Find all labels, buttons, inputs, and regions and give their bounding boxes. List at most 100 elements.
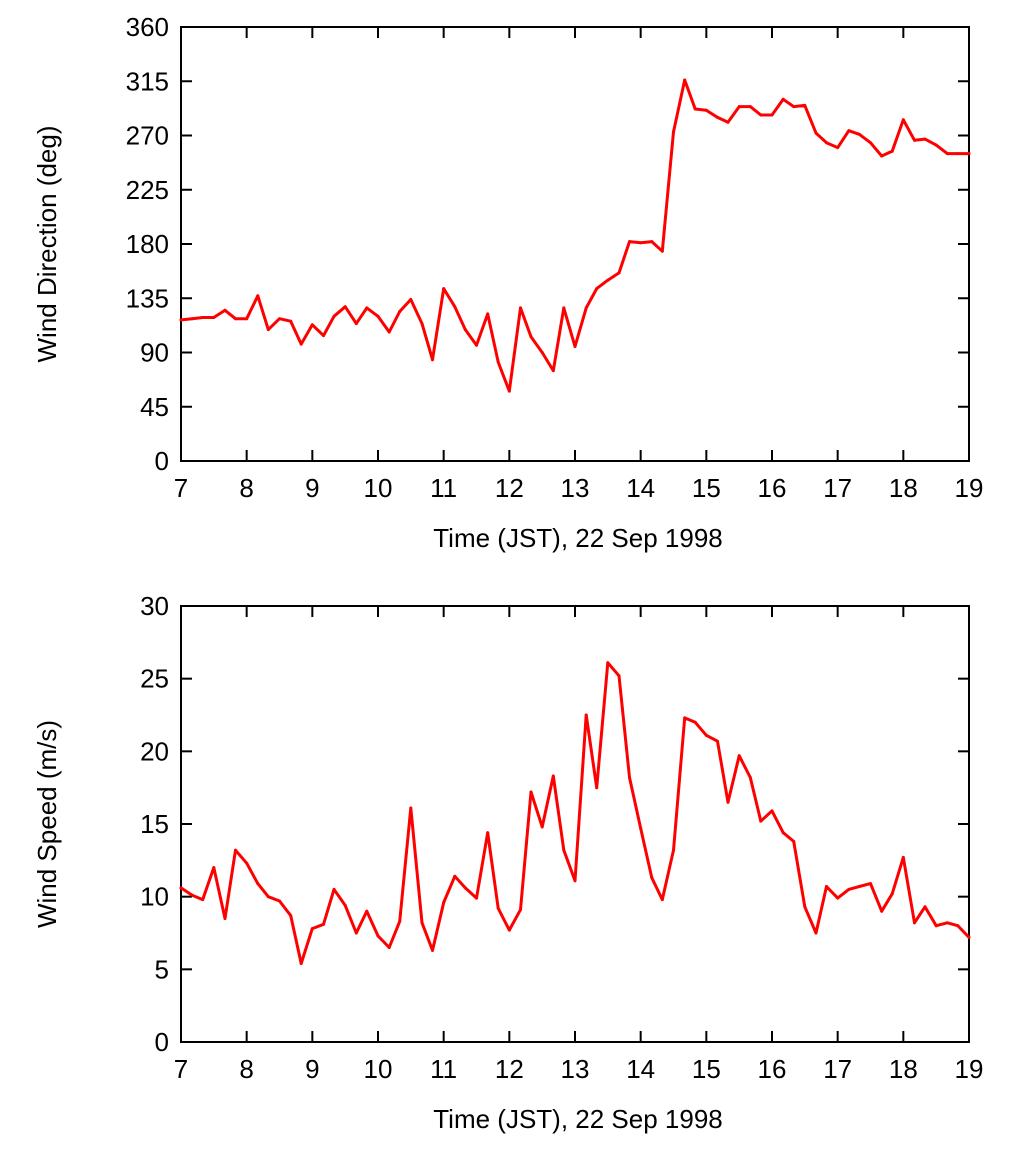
wind-speed-data-point	[650, 876, 654, 880]
wind-direction-data-point	[442, 287, 446, 291]
wind-speed-data-point	[322, 922, 325, 926]
x-tick-label: 18	[889, 473, 918, 503]
wind-speed-data-point	[354, 931, 358, 935]
wind-speed-data-point	[278, 899, 281, 903]
wind-speed-data-point	[420, 921, 424, 925]
wind-direction-data-point	[387, 330, 391, 334]
wind-direction-data-point	[628, 240, 631, 244]
y-tick-label: 90	[140, 338, 169, 368]
wind-direction-data-point	[857, 132, 861, 136]
x-tick-label: 16	[758, 473, 787, 503]
wind-speed-data-point	[179, 886, 183, 890]
wind-speed-data-point	[256, 882, 260, 886]
x-tick-label: 15	[692, 473, 721, 503]
x-tick-label: 13	[561, 473, 590, 503]
wind-direction-data-point	[770, 113, 774, 117]
wind-speed-data-point	[934, 924, 938, 928]
wind-direction-data-point	[310, 323, 314, 327]
wind-direction-data-point	[475, 343, 478, 347]
x-tick-label: 19	[955, 473, 984, 503]
wind-direction-data-point	[463, 328, 467, 332]
wind-direction-data-point	[836, 146, 840, 150]
wind-direction-data-point	[814, 131, 818, 135]
wind-direction-data-point	[562, 306, 566, 310]
y-tick-label: 30	[140, 591, 169, 621]
wind-direction-data-point	[322, 334, 325, 338]
wind-speed-data-point	[223, 917, 227, 920]
wind-speed-data-point	[617, 674, 621, 678]
wind-direction-data-point	[245, 317, 249, 321]
wind-direction-data-point	[496, 360, 500, 364]
wind-speed-data-point	[234, 848, 237, 852]
wind-speed-data-point	[409, 806, 413, 810]
wind-speed-data-point	[398, 919, 402, 923]
wind-speed-data-point	[463, 886, 467, 890]
x-axis-label: Time (JST), 22 Sep 1998	[433, 1104, 723, 1134]
wind-speed-data-point	[562, 848, 566, 852]
wind-speed-data-point	[540, 825, 544, 829]
wind-direction-data-point	[365, 306, 369, 310]
wind-speed-data-point	[726, 800, 730, 804]
wind-direction-data-point	[945, 152, 949, 156]
wind-direction-data-point	[617, 271, 621, 275]
wind-direction-data-point	[934, 143, 938, 147]
wind-speed-data-point	[310, 927, 314, 931]
wind-speed-data-point	[573, 879, 577, 883]
y-tick-label: 270	[126, 121, 169, 151]
wind-speed-data-point	[803, 905, 807, 909]
wind-speed-data-point	[584, 713, 588, 717]
wind-direction-data-point	[278, 317, 281, 321]
wind-speed-data-point	[737, 754, 741, 758]
y-tick-label: 135	[126, 283, 169, 313]
x-tick-label: 13	[561, 1054, 590, 1084]
wind-speed-data-point	[365, 909, 369, 913]
wind-direction-data-point	[289, 319, 293, 323]
wind-speed-data-point	[901, 855, 905, 859]
wind-speed-data-point	[781, 831, 785, 835]
y-axis-label: Wind Direction (deg)	[32, 126, 62, 363]
wind-direction-data-point	[726, 120, 730, 124]
wind-speed-data-point	[660, 898, 664, 902]
wind-speed-data-point	[923, 905, 927, 909]
wind-direction-data-point	[595, 287, 599, 291]
x-tick-label: 14	[626, 473, 655, 503]
plot-frame	[180, 26, 970, 462]
wind-direction-data-point	[486, 312, 490, 316]
wind-direction-data-point	[332, 314, 336, 318]
wind-direction-chart: 7 8 9 10 11 12 13 14 15 16 17 18 19 0 45 90 135 180 225 270…	[32, 12, 983, 553]
wind-speed-data-point	[814, 931, 818, 935]
wind-speed-data-point	[628, 776, 631, 779]
wind-speed-data-point	[299, 962, 303, 965]
wind-direction-data-point	[672, 130, 675, 134]
wind-direction-data-point	[901, 118, 905, 122]
x-tick-label: 18	[889, 1054, 918, 1084]
wind-direction-data-point	[507, 389, 511, 393]
x-tick-label: 11	[430, 1054, 457, 1084]
wind-direction-data-point	[967, 152, 971, 156]
wind-direction-data-point	[453, 305, 457, 309]
wind-direction-data-point	[212, 316, 216, 319]
wind-direction-data-point	[519, 306, 522, 310]
x-tick-label: 19	[955, 1054, 984, 1084]
x-tick-label: 10	[364, 1054, 393, 1084]
wind-direction-data-point	[660, 249, 664, 253]
wind-speed-data-point	[289, 914, 293, 918]
x-tick-label: 11	[430, 473, 457, 503]
wind-speed-data-point	[672, 848, 675, 852]
wind-direction-data-point	[869, 141, 872, 145]
wind-speed-data-point	[201, 898, 205, 902]
wind-speed-data-point	[595, 786, 599, 790]
wind-speed-data-point	[945, 921, 949, 925]
wind-speed-data-point	[266, 895, 270, 899]
wind-direction-data-point	[890, 149, 894, 153]
wind-speed-data-point	[847, 887, 851, 891]
wind-speed-data-point	[880, 909, 884, 913]
wind-direction-data-point	[693, 107, 697, 111]
x-tick-label: 14	[626, 1054, 655, 1084]
plot-frame	[180, 605, 970, 1043]
wind-direction-data-point	[716, 115, 719, 119]
y-tick-label: 315	[126, 66, 169, 96]
x-tick-label: 12	[495, 473, 524, 503]
wind-direction-data-point	[584, 306, 588, 310]
